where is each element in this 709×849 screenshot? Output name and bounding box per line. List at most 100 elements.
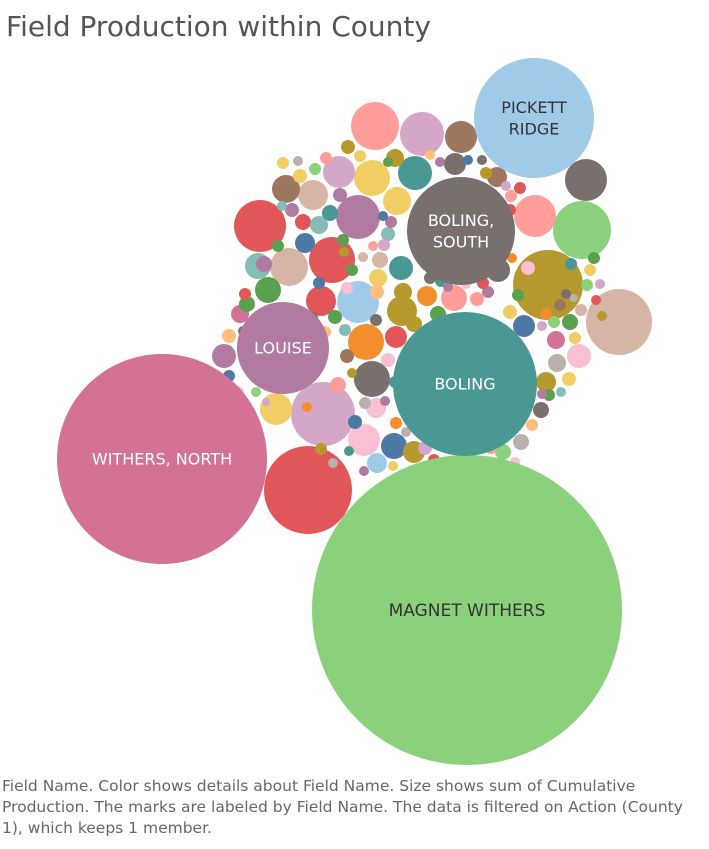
bubble-mark (400, 112, 444, 156)
bubble-mark (385, 326, 407, 348)
bubble-mark (444, 153, 466, 175)
bubble-mark (383, 157, 393, 167)
bubble-mark (309, 237, 355, 283)
bubble-mark (348, 324, 384, 360)
bubble-mark (586, 289, 652, 355)
bubble-mark (291, 382, 355, 446)
bubble-mark (239, 296, 255, 312)
bubble-mark (272, 240, 284, 252)
bubble-mark (526, 419, 538, 431)
bubble-mark (341, 282, 353, 294)
bubble-mark (372, 252, 388, 268)
bubble-mark (388, 461, 398, 471)
bubble-mark (565, 159, 607, 201)
bubble-mark (313, 277, 325, 289)
bubble-mark (435, 157, 445, 167)
bubble-mark (567, 344, 591, 368)
bubble-mark (323, 156, 355, 188)
bubble-mark (570, 294, 578, 302)
bubble-mark (370, 314, 382, 326)
bubble-mark (255, 277, 281, 303)
bubble-label-magnet-withers: MAGNET WITHERS (389, 601, 546, 621)
bubble-mark (260, 393, 292, 425)
page-title: Field Production within County (6, 10, 431, 43)
bubble-label-line: SOUTH (433, 232, 489, 251)
bubble-mark (293, 156, 303, 166)
bubble-mark (514, 182, 526, 194)
bubble-mark (554, 299, 566, 311)
bubble-mark (359, 466, 369, 476)
bubble-mark (339, 247, 349, 257)
bubble-mark (369, 269, 387, 287)
bubble-boling-south (407, 177, 515, 285)
bubble-mark (347, 368, 357, 378)
bubble-label-line: WITHERS, NORTH (92, 450, 232, 469)
bubble-mark (569, 332, 581, 344)
bubble-mark (378, 239, 390, 251)
bubble-louise (237, 302, 329, 394)
bubble-mark (477, 155, 487, 165)
bubble-mark (270, 248, 308, 286)
bubble-mark (425, 150, 435, 160)
bubble-mark (562, 314, 578, 330)
bubble-mark (548, 316, 560, 328)
bubble-mark (295, 214, 311, 230)
bubble-label-line: LOUISE (254, 339, 312, 358)
bubble-label-boling-south: BOLING, SOUTH (428, 211, 494, 252)
bubble-mark (595, 279, 605, 289)
bubble-mark (381, 227, 395, 241)
bubble-mark (581, 279, 593, 291)
bubble-mark (251, 387, 261, 397)
bubble-mark (537, 389, 547, 399)
bubble-mark (536, 372, 556, 392)
bubble-mark (368, 241, 378, 251)
bubble-mark (336, 195, 380, 239)
bubble-mark (547, 331, 565, 349)
bubble-mark (337, 234, 349, 246)
bubble-mark (378, 211, 388, 221)
bubble-mark (562, 372, 576, 386)
bubble-mark (354, 160, 390, 196)
bubble-mark (480, 167, 492, 179)
bubble-mark (346, 264, 358, 276)
bubble-mark (354, 150, 366, 162)
bubble-mark (521, 261, 535, 275)
bubble-mark (359, 397, 371, 409)
bubble-mark (264, 446, 352, 534)
bubble-mark (328, 458, 338, 468)
bubble-mark (348, 424, 380, 456)
bubble-mark (470, 292, 484, 306)
bubble-mark (262, 398, 270, 406)
bubble-label-withers-north: WITHERS, NORTH (92, 450, 232, 469)
bubble-label-pickett-ridge: PICKETT RIDGE (501, 98, 567, 139)
bubble-mark (315, 443, 327, 455)
bubble-mark (501, 181, 511, 191)
bubble-label-line: BOLING (434, 375, 495, 394)
bubble-magnet-withers (312, 455, 622, 765)
bubble-mark (487, 167, 507, 187)
bubble-mark (548, 354, 566, 372)
bubble-mark (344, 446, 354, 456)
bubble-mark (588, 252, 600, 264)
bubble-mark (575, 304, 587, 316)
bubble-mark (565, 258, 577, 270)
bubble-pickett-ridge (474, 58, 594, 178)
bubble-mark (389, 256, 413, 280)
bubble-mark (553, 201, 611, 259)
bubble-mark (390, 417, 402, 429)
bubble-mark (513, 315, 535, 337)
bubble-mark (540, 308, 552, 320)
bubble-mark (272, 175, 300, 203)
bubble-mark (277, 201, 287, 211)
bubble-mark (401, 427, 411, 437)
bubble-mark (514, 195, 556, 237)
bubble-mark (463, 155, 473, 165)
bubble-mark (380, 396, 390, 406)
bubble-mark (239, 288, 251, 300)
bubble-mark (505, 190, 517, 202)
bubble-withers-north (57, 354, 267, 564)
bubble-mark (533, 402, 549, 418)
bubble-mark (310, 216, 328, 234)
bubble-mark (385, 216, 397, 228)
bubble-mark (394, 283, 412, 301)
